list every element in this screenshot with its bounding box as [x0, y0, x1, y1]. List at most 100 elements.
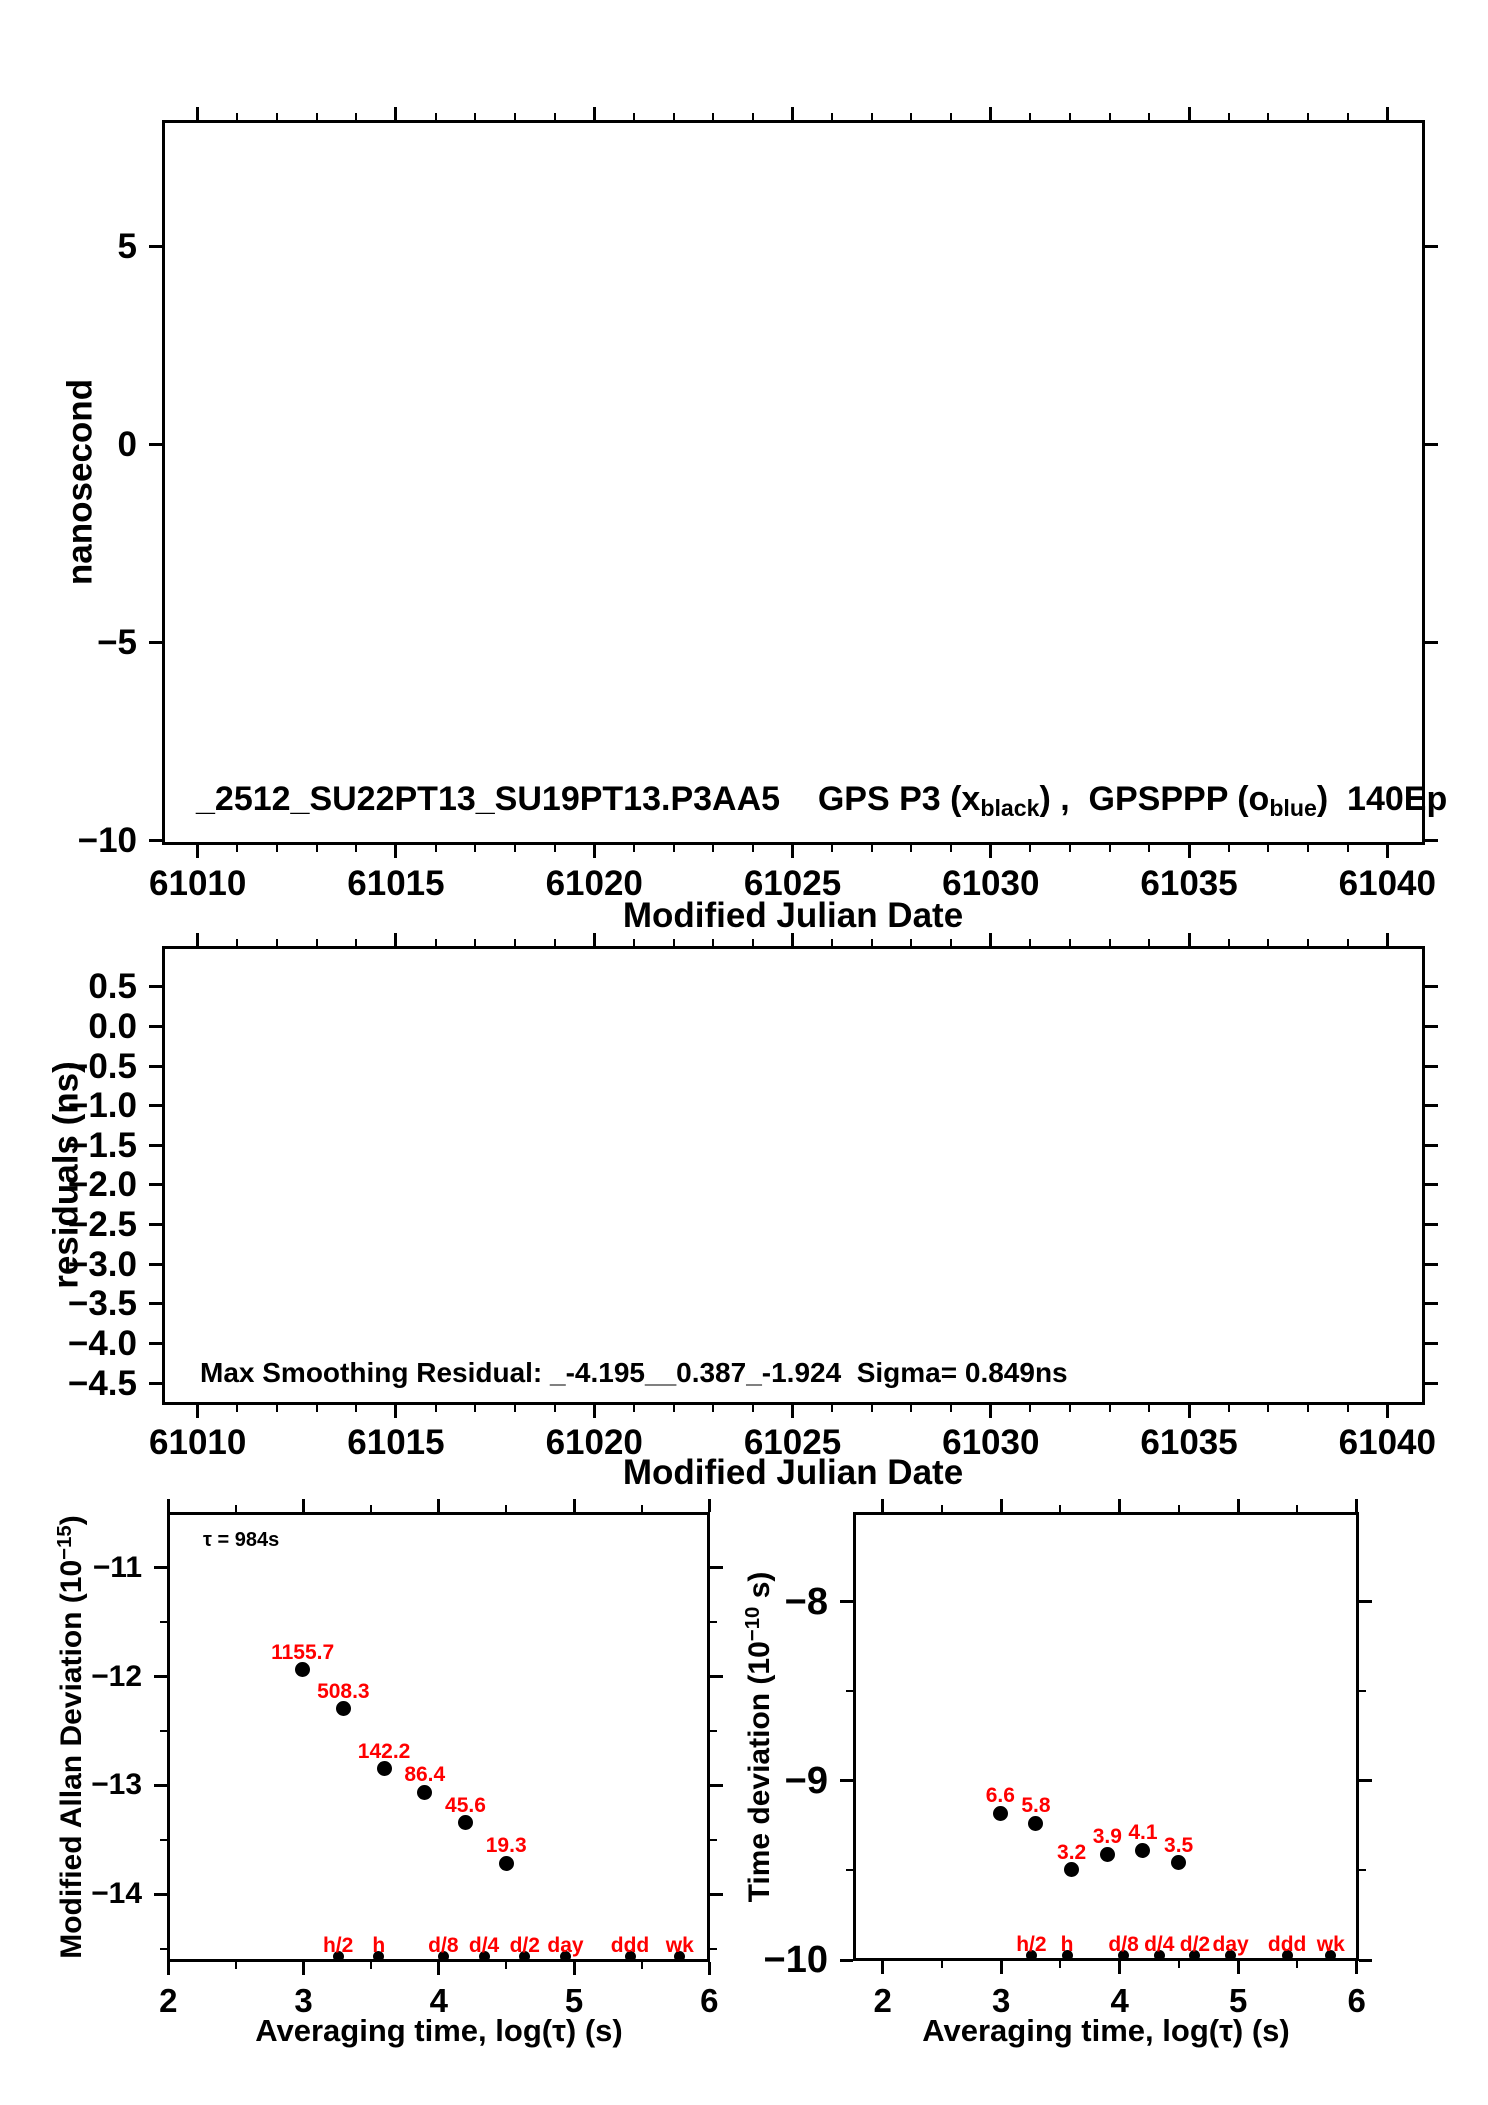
time-marker-label: d/2 — [1179, 1933, 1211, 1956]
time-marker-label: h — [372, 1934, 386, 1957]
x-minor-tick — [1346, 939, 1349, 946]
y-major-tick — [154, 1566, 167, 1570]
x-minor-tick — [1177, 1505, 1180, 1512]
x-minor-tick — [870, 113, 873, 120]
x-minor-tick — [1108, 1405, 1111, 1412]
x-major-tick — [166, 1499, 170, 1512]
x-tick-label: 61010 — [149, 1423, 247, 1462]
x-minor-tick — [474, 1405, 477, 1412]
y-major-tick — [1425, 1183, 1438, 1187]
x-minor-tick — [513, 939, 516, 946]
x-minor-tick — [940, 1505, 943, 1512]
x-major-tick — [592, 107, 596, 120]
y-tick-label: −5 — [97, 622, 137, 662]
data-point — [417, 1784, 433, 1800]
time-marker-dot — [1189, 1949, 1201, 1961]
x-minor-tick — [950, 845, 953, 852]
x-major-tick — [437, 1962, 441, 1975]
mdev-x-axis-label: Averaging time, log(τ) (s) — [255, 2013, 623, 2048]
y-minor-tick — [1359, 1690, 1366, 1693]
time-marker-label: d/8 — [428, 1934, 459, 1957]
time-marker-dot — [437, 1950, 449, 1962]
x-minor-tick — [553, 939, 556, 946]
x-tick-label: 61025 — [743, 864, 842, 903]
data-point — [295, 1662, 311, 1678]
time-marker-label: wk — [1316, 1933, 1345, 1956]
time-marker-dot — [1225, 1949, 1237, 1961]
x-minor-tick — [1307, 939, 1310, 946]
x-tick-label: 5 — [1228, 1982, 1248, 2019]
time-marker-label: wk — [665, 1934, 694, 1957]
x-minor-tick — [315, 1405, 318, 1412]
x-minor-tick — [1346, 845, 1349, 852]
x-minor-tick — [751, 845, 754, 852]
x-major-tick — [989, 1405, 993, 1418]
y-minor-tick — [710, 1621, 717, 1624]
x-minor-tick — [275, 845, 278, 852]
x-minor-tick — [315, 939, 318, 946]
x-minor-tick — [632, 1405, 635, 1412]
x-minor-tick — [513, 113, 516, 120]
figure-title: _2512_SU22PT13_SU19PT13.P3AA5 GPS P3 (xb… — [196, 780, 1447, 822]
x-minor-tick — [1029, 939, 1032, 946]
x-minor-tick — [513, 1405, 516, 1412]
x-tick-label: 61030 — [942, 1423, 1040, 1462]
y-tick-label: −9 — [784, 1759, 828, 1802]
x-minor-tick — [1059, 1961, 1062, 1968]
x-minor-tick — [1307, 113, 1310, 120]
y-minor-tick — [160, 1730, 167, 1732]
x-minor-tick — [672, 845, 675, 852]
x-minor-tick — [474, 939, 477, 946]
y-major-tick — [1425, 1223, 1438, 1227]
x-major-tick — [196, 107, 200, 120]
x-tick-label: 61010 — [149, 864, 247, 903]
x-tick-label: 6 — [700, 1982, 719, 2019]
time-marker-dot — [559, 1950, 571, 1962]
y-major-tick — [1359, 1779, 1372, 1783]
y-major-tick — [710, 1675, 723, 1679]
x-major-tick — [1355, 1961, 1359, 1974]
label-segment: blue — [1269, 795, 1317, 822]
y-major-tick — [1425, 1104, 1438, 1108]
time-marker-dot — [1118, 1949, 1130, 1961]
x-minor-tick — [1267, 1405, 1270, 1412]
x-minor-tick — [950, 939, 953, 946]
x-minor-tick — [940, 1961, 943, 1968]
x-minor-tick — [236, 1405, 239, 1412]
y-tick-label: −3.0 — [67, 1244, 137, 1284]
y-tick-label: −3.5 — [67, 1284, 137, 1324]
mdev-plot-frame — [167, 1512, 710, 1962]
x-major-tick — [572, 1499, 576, 1512]
x-minor-tick — [1227, 1405, 1230, 1412]
x-tick-label: 5 — [564, 1982, 584, 2019]
x-tick-label: 61040 — [1338, 1423, 1436, 1462]
x-minor-tick — [640, 1505, 643, 1512]
x-major-tick — [1355, 1499, 1359, 1512]
x-minor-tick — [632, 845, 635, 852]
x-minor-tick — [632, 113, 635, 120]
y-major-tick — [149, 1302, 162, 1306]
x-major-tick — [1187, 845, 1191, 858]
time-marker-dot — [373, 1950, 385, 1962]
x-minor-tick — [553, 113, 556, 120]
x-minor-tick — [1029, 113, 1032, 120]
x-minor-tick — [1346, 1405, 1349, 1412]
x-minor-tick — [831, 939, 834, 946]
x-major-tick — [1385, 107, 1389, 120]
x-minor-tick — [1148, 113, 1151, 120]
x-minor-tick — [234, 1962, 237, 1969]
time-marker-dot — [674, 1950, 686, 1962]
time-marker-label: d/8 — [1108, 1933, 1139, 1956]
time-marker-dot — [1061, 1949, 1073, 1961]
x-major-tick — [791, 1405, 794, 1418]
y-major-tick — [149, 245, 162, 249]
x-minor-tick — [1346, 113, 1349, 120]
y-major-tick — [1425, 1302, 1438, 1306]
y-major-tick — [149, 1024, 162, 1028]
y-major-tick — [1425, 1381, 1438, 1385]
x-minor-tick — [1108, 113, 1111, 120]
time-marker-label: day — [1212, 1933, 1249, 1956]
y-major-tick — [149, 1262, 162, 1266]
x-tick-label: 61030 — [942, 864, 1040, 903]
x-tick-label: 61035 — [1140, 1423, 1238, 1462]
